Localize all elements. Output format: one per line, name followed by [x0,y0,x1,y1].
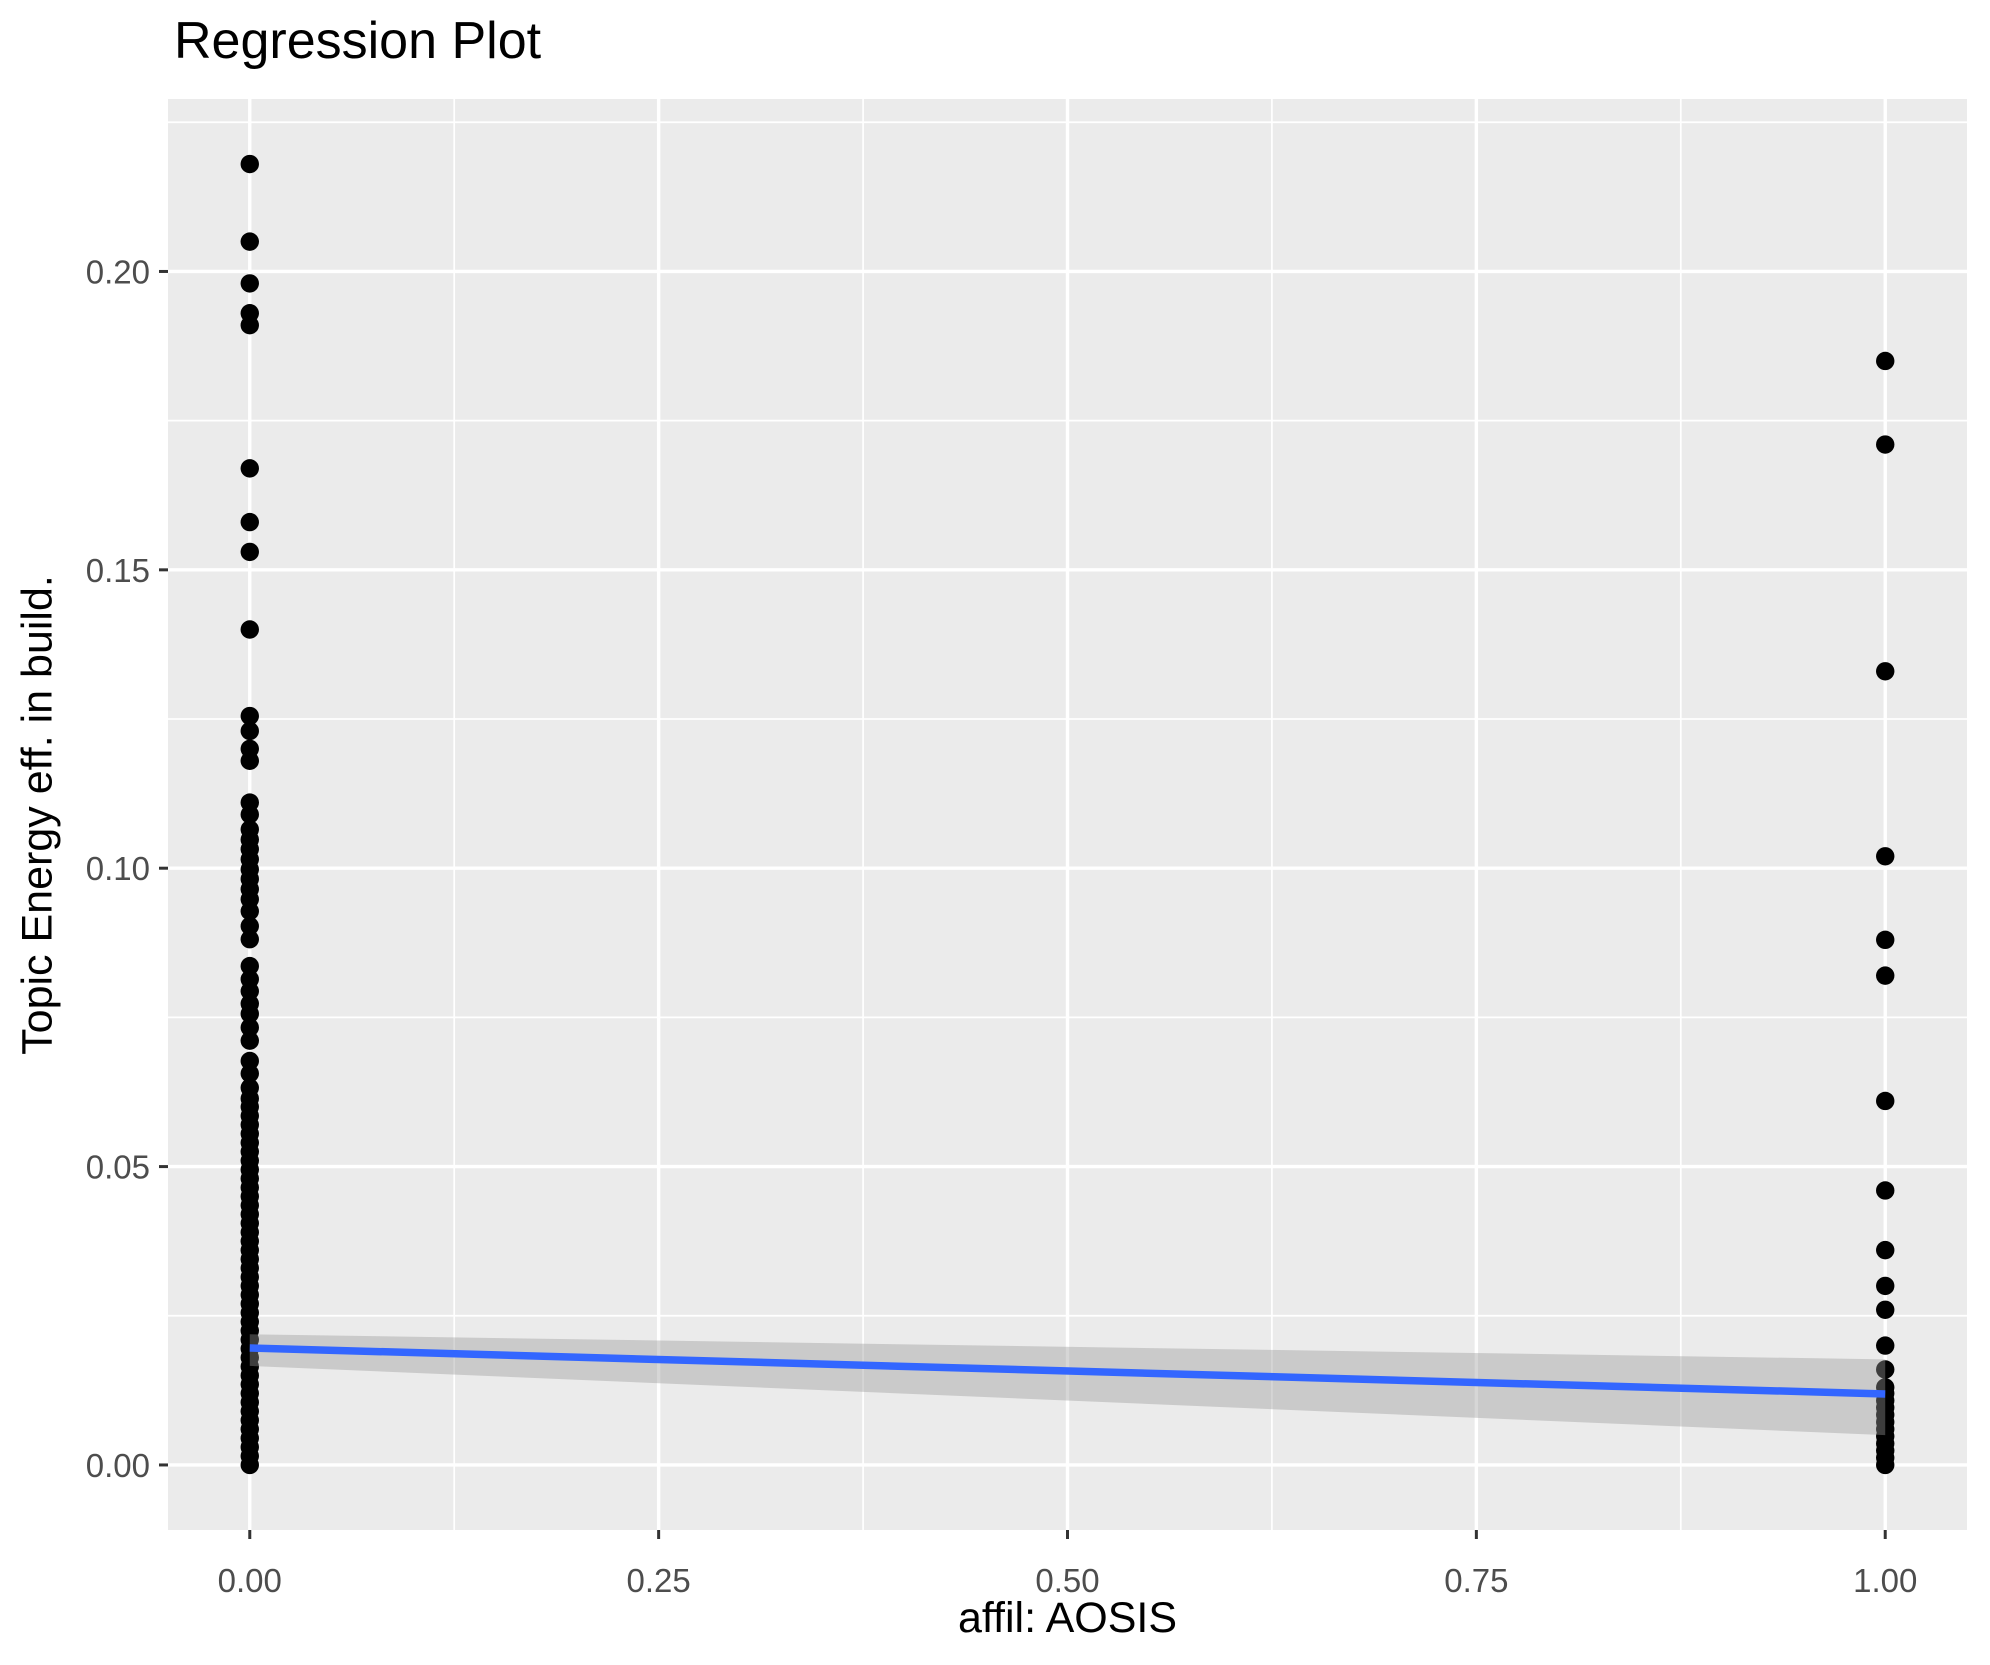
data-point [240,1455,259,1475]
data-point [240,512,259,532]
data-point [1876,435,1895,454]
data-point [1876,966,1895,985]
data-point [1876,1240,1895,1260]
data-point [240,751,259,770]
data-point [240,721,259,741]
y-tick-label: 0.00 [86,1447,150,1484]
data-point [240,805,259,824]
data-point [240,620,259,639]
data-point [1876,1455,1895,1475]
y-tick-label: 0.10 [86,850,150,887]
data-point [1876,930,1895,950]
data-point [240,232,259,251]
x-axis-title: affil: AOSIS [957,1594,1178,1642]
data-point [240,154,259,174]
data-point [1876,662,1895,681]
data-point [1876,1336,1895,1355]
data-point [1876,1091,1895,1111]
x-tick-label: 0.50 [1035,1562,1099,1599]
x-tick-label: 1.00 [1853,1562,1917,1599]
data-point [240,956,259,976]
x-tick-label: 0.25 [627,1562,691,1599]
data-point [1876,1181,1895,1200]
data-point [240,901,259,921]
y-tick-label: 0.20 [86,253,150,290]
data-point [240,706,259,726]
data-point [240,916,259,936]
data-point [240,1004,259,1024]
data-point [240,1018,259,1037]
data-point [240,542,259,562]
data-point [1876,351,1895,371]
data-point [240,1031,259,1050]
data-point [1876,1276,1895,1296]
y-tick-label: 0.15 [86,552,150,589]
data-point [1876,1360,1895,1379]
regression-line [249,1344,1886,1398]
chart-title: Regression Plot [174,12,542,70]
data-point [240,459,259,478]
x-tick-label: 0.00 [218,1562,282,1599]
data-point [1876,847,1895,866]
y-tick-label: 0.05 [86,1149,150,1186]
data-point [240,274,259,293]
data-point [240,930,259,949]
data-point [1876,1300,1895,1320]
data-point [240,315,259,335]
data-point [240,1064,259,1083]
x-tick-label: 0.75 [1444,1562,1508,1599]
